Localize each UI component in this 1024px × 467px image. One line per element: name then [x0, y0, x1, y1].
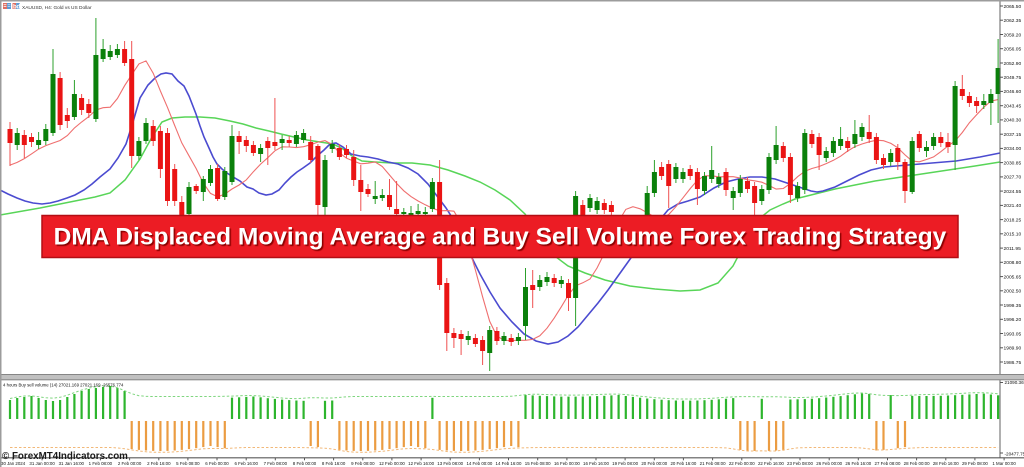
svg-text:28 Feb 16:00: 28 Feb 16:00 — [933, 461, 959, 466]
svg-text:30 Jan 2024: 30 Jan 2024 — [1, 461, 26, 466]
svg-text:31 Jan 16:00: 31 Jan 16:00 — [59, 461, 85, 466]
svg-text:2011.95: 2011.95 — [1004, 246, 1022, 252]
svg-text:26 Feb 00:00: 26 Feb 00:00 — [816, 461, 842, 466]
svg-text:© ForexMT4Indicators.com: © ForexMT4Indicators.com — [2, 451, 128, 462]
svg-text:16 Feb 00:00: 16 Feb 00:00 — [554, 461, 580, 466]
svg-text:8 Feb 00:00: 8 Feb 00:00 — [293, 461, 317, 466]
svg-text:19 Feb 08:00: 19 Feb 08:00 — [612, 461, 638, 466]
svg-text:2021.40: 2021.40 — [1004, 203, 1022, 209]
svg-text:23 Feb 08:00: 23 Feb 08:00 — [787, 461, 813, 466]
svg-text:21 Feb 08:00: 21 Feb 08:00 — [700, 461, 726, 466]
svg-text:XAUUSD, H4: Gold vs US Dollar: XAUUSD, H4: Gold vs US Dollar — [22, 5, 92, 11]
svg-text:31 Jan 00:00: 31 Jan 00:00 — [29, 461, 55, 466]
svg-text:12 Feb 00:00: 12 Feb 00:00 — [379, 461, 405, 466]
svg-text:2 Feb 16:00: 2 Feb 16:00 — [147, 461, 171, 466]
svg-text:1999.35: 1999.35 — [1004, 303, 1022, 309]
svg-text:12 Feb 16:00: 12 Feb 16:00 — [408, 461, 434, 466]
svg-text:9 Feb 08:00: 9 Feb 08:00 — [351, 461, 375, 466]
svg-text:2037.15: 2037.15 — [1004, 132, 1022, 138]
svg-text:4 hours Buy sell volume (14) 2: 4 hours Buy sell volume (14) 27021.169 2… — [3, 383, 124, 388]
svg-text:26 Feb 16:00: 26 Feb 16:00 — [845, 461, 871, 466]
svg-text:21090.369: 21090.369 — [1005, 380, 1024, 385]
svg-text:1 Feb 08:00: 1 Feb 08:00 — [89, 461, 113, 466]
svg-text:2059.20: 2059.20 — [1004, 32, 1022, 38]
svg-text:2002.50: 2002.50 — [1004, 289, 1022, 295]
svg-text:6 Feb 16:00: 6 Feb 16:00 — [234, 461, 258, 466]
svg-text:2 Feb 00:00: 2 Feb 00:00 — [118, 461, 142, 466]
svg-text:2034.00: 2034.00 — [1004, 146, 1022, 152]
svg-text:22 Feb 00:00: 22 Feb 00:00 — [729, 461, 755, 466]
svg-text:5 Feb 08:00: 5 Feb 08:00 — [176, 461, 200, 466]
svg-text:2043.45: 2043.45 — [1004, 104, 1022, 110]
svg-text:2008.80: 2008.80 — [1004, 260, 1022, 266]
svg-text:6 Feb 00:00: 6 Feb 00:00 — [205, 461, 229, 466]
svg-text:1986.75: 1986.75 — [1004, 360, 1022, 366]
svg-text:14 Feb 00:00: 14 Feb 00:00 — [466, 461, 492, 466]
svg-text:2065.50: 2065.50 — [1004, 4, 1022, 10]
svg-text:1989.90: 1989.90 — [1004, 346, 1022, 352]
svg-text:13 Feb 08:00: 13 Feb 08:00 — [437, 461, 463, 466]
svg-text:2024.55: 2024.55 — [1004, 189, 1022, 195]
svg-text:2015.10: 2015.10 — [1004, 232, 1022, 238]
svg-text:d: d — [17, 5, 21, 11]
svg-text:2049.75: 2049.75 — [1004, 75, 1022, 81]
svg-text:16 Feb 16:00: 16 Feb 16:00 — [583, 461, 609, 466]
svg-text:14 Feb 16:00: 14 Feb 16:00 — [496, 461, 522, 466]
svg-text:15 Feb 08:00: 15 Feb 08:00 — [525, 461, 551, 466]
svg-text:2030.85: 2030.85 — [1004, 160, 1022, 166]
svg-text:1996.20: 1996.20 — [1004, 317, 1022, 323]
svg-text:2040.30: 2040.30 — [1004, 118, 1022, 124]
svg-text:7 Feb 08:00: 7 Feb 08:00 — [264, 461, 288, 466]
svg-text:DMA Displaced Moving Average a: DMA Displaced Moving Average and Buy Sel… — [54, 224, 947, 251]
svg-text:22 Feb 16:00: 22 Feb 16:00 — [758, 461, 784, 466]
svg-text:1993.05: 1993.05 — [1004, 331, 1022, 337]
svg-text:-20477.752: -20477.752 — [1005, 452, 1024, 457]
svg-text:28 Feb 00:00: 28 Feb 00:00 — [904, 461, 930, 466]
svg-text:2052.90: 2052.90 — [1004, 61, 1022, 67]
svg-text:2018.25: 2018.25 — [1004, 217, 1022, 223]
svg-text:1 Mar 00:00: 1 Mar 00:00 — [992, 461, 1016, 466]
svg-text:b: b — [13, 5, 17, 11]
svg-text:8 Feb 16:00: 8 Feb 16:00 — [322, 461, 346, 466]
svg-text:2046.60: 2046.60 — [1004, 89, 1022, 95]
svg-text:29 Feb 08:00: 29 Feb 08:00 — [962, 461, 988, 466]
svg-text:2027.70: 2027.70 — [1004, 175, 1022, 181]
svg-text:27 Feb 08:00: 27 Feb 08:00 — [875, 461, 901, 466]
svg-text:20 Feb 16:00: 20 Feb 16:00 — [670, 461, 696, 466]
svg-text:2062.35: 2062.35 — [1004, 18, 1022, 24]
svg-text:20 Feb 00:00: 20 Feb 00:00 — [641, 461, 667, 466]
svg-text:2005.65: 2005.65 — [1004, 274, 1022, 280]
svg-text:2056.05: 2056.05 — [1004, 47, 1022, 53]
